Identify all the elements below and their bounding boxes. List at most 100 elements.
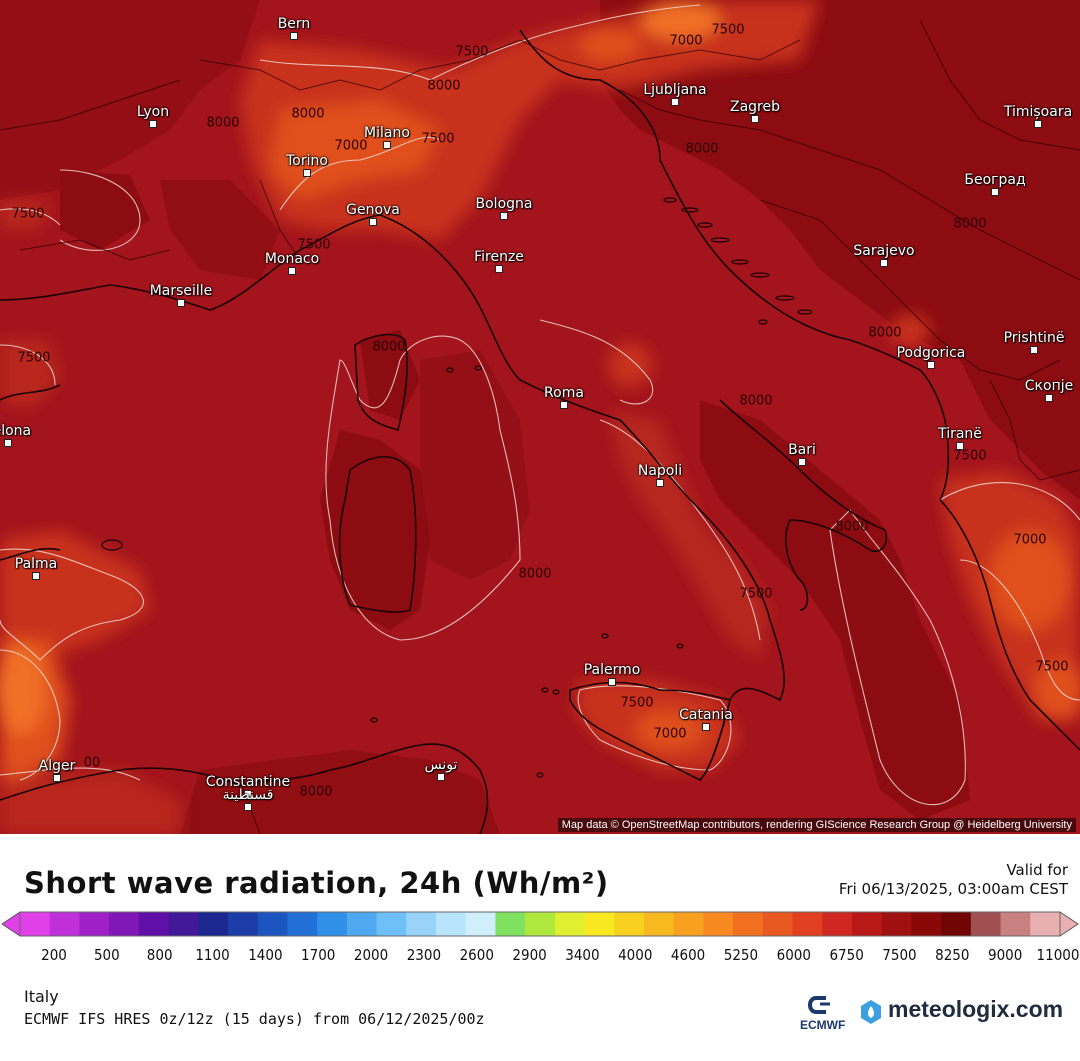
city-marker[interactable] <box>369 218 377 226</box>
contour-value-label: 8000 <box>518 566 552 582</box>
city-label[interactable]: Bari <box>788 442 816 458</box>
city-marker[interactable] <box>290 32 298 40</box>
scale-swatch <box>228 912 259 936</box>
scale-swatch <box>1030 912 1061 936</box>
scale-swatch <box>317 912 348 936</box>
scale-tick-label: 1700 <box>301 946 336 964</box>
scale-tick-label: 6750 <box>829 946 864 964</box>
city-label[interactable]: Palma <box>14 556 58 572</box>
scale-tick-label: 1400 <box>248 946 283 964</box>
city-label[interactable]: Zagreb <box>729 99 781 115</box>
city-label[interactable]: تونس <box>424 757 458 773</box>
city-marker[interactable] <box>1045 394 1053 402</box>
city-label[interactable]: Genova <box>346 202 400 218</box>
ecmwf-logo-icon[interactable] <box>800 994 852 1034</box>
land-dark-areas <box>0 0 1080 834</box>
scale-swatch <box>1000 912 1031 936</box>
city-marker[interactable] <box>244 803 252 811</box>
city-marker[interactable] <box>149 120 157 128</box>
city-marker[interactable] <box>798 458 806 466</box>
city-label[interactable]: Timișoara <box>1003 104 1073 120</box>
city-marker[interactable] <box>383 141 391 149</box>
city-label[interactable]: Sarajevo <box>853 243 915 259</box>
scale-swatch <box>79 912 110 936</box>
contour-value-label: 8000 <box>868 325 902 341</box>
city-label[interactable]: Constantine <box>205 774 291 790</box>
map-title: Short wave radiation, 24h (Wh/m²) <box>24 866 609 900</box>
city-label[interactable]: Bologna <box>475 196 533 212</box>
scale-tick-label: 5250 <box>723 946 759 964</box>
contour-value-label: 8000 <box>835 519 869 535</box>
city-label[interactable]: Firenze <box>474 249 524 265</box>
city-marker[interactable] <box>927 361 935 369</box>
color-scale-bar <box>1 911 1079 937</box>
city-marker[interactable] <box>177 299 185 307</box>
city-marker[interactable] <box>991 188 999 196</box>
city-label[interactable]: celona <box>0 423 32 439</box>
meteologix-brand[interactable]: meteologix.com <box>860 996 1063 1023</box>
city-marker[interactable] <box>495 265 503 273</box>
contour-value-label: 7500 <box>421 131 455 147</box>
scale-tick-label: 1100 <box>195 946 230 964</box>
scale-tick-label: 2000 <box>353 946 389 964</box>
contour-value-label: 00 <box>83 755 101 771</box>
scale-swatch <box>198 912 229 936</box>
city-label[interactable]: Marseille <box>149 283 213 299</box>
scale-swatch <box>376 912 407 936</box>
city-marker[interactable] <box>702 723 710 731</box>
city-label[interactable]: Podgorica <box>896 345 966 361</box>
contour-value-label: 7500 <box>620 695 654 711</box>
city-marker[interactable] <box>1034 120 1042 128</box>
city-marker[interactable] <box>244 790 252 798</box>
map-attribution[interactable]: Map data © OpenStreetMap contributors, r… <box>557 818 1076 832</box>
city-marker[interactable] <box>288 267 296 275</box>
scale-swatch <box>436 912 467 936</box>
city-label[interactable]: Tiranë <box>938 426 982 442</box>
contour-value-label: 7500 <box>739 586 773 602</box>
city-label[interactable]: Prishtinë <box>1003 330 1065 346</box>
city-marker[interactable] <box>32 572 40 580</box>
scale-swatch <box>673 912 704 936</box>
contour-value-label: 8000 <box>299 784 333 800</box>
city-label[interactable]: Torino <box>286 153 328 169</box>
city-label[interactable]: Београд <box>964 172 1026 188</box>
contour-value-label: 8000 <box>427 78 461 94</box>
city-marker[interactable] <box>656 479 664 487</box>
city-label[interactable]: Alger <box>38 758 76 774</box>
city-marker[interactable] <box>1030 346 1038 354</box>
weather-map[interactable]: 7500 7500 7000 8000 8000 8000 7500 7000 8000 7500… <box>0 0 1080 834</box>
city-label[interactable]: Monaco <box>264 251 320 267</box>
scale-swatch <box>881 912 912 936</box>
scale-swatch <box>346 912 378 936</box>
scale-swatch <box>584 912 615 936</box>
city-marker[interactable] <box>53 774 61 782</box>
scale-tick-label: 2600 <box>459 946 494 964</box>
city-label[interactable]: Roma <box>544 385 584 401</box>
scale-swatch <box>465 912 496 936</box>
city-marker[interactable] <box>880 259 888 267</box>
scale-swatch <box>703 912 734 936</box>
city-marker[interactable] <box>4 439 12 447</box>
city-label[interactable]: Milano <box>364 125 410 141</box>
city-marker[interactable] <box>956 442 964 450</box>
city-label[interactable]: قسنطينة <box>222 787 274 803</box>
warm-zones <box>0 0 1080 834</box>
city-marker[interactable] <box>608 678 616 686</box>
city-marker[interactable] <box>560 401 568 409</box>
scale-tick-label: 4000 <box>618 946 653 964</box>
city-label[interactable]: Ljubljana <box>643 82 707 98</box>
city-marker[interactable] <box>671 98 679 106</box>
scale-swatch <box>554 912 586 936</box>
city-marker[interactable] <box>437 773 445 781</box>
scale-swatch <box>762 912 794 936</box>
scale-swatch <box>287 912 318 936</box>
city-label[interactable]: Скопје <box>1024 378 1074 394</box>
city-label[interactable]: Lyon <box>136 104 170 120</box>
city-label[interactable]: Palermo <box>583 662 641 678</box>
city-marker[interactable] <box>500 212 508 220</box>
city-label[interactable]: Napoli <box>637 463 683 479</box>
city-marker[interactable] <box>303 169 311 177</box>
city-marker[interactable] <box>751 115 759 123</box>
city-label[interactable]: Bern <box>277 16 311 32</box>
city-label[interactable]: Catania <box>679 707 733 723</box>
